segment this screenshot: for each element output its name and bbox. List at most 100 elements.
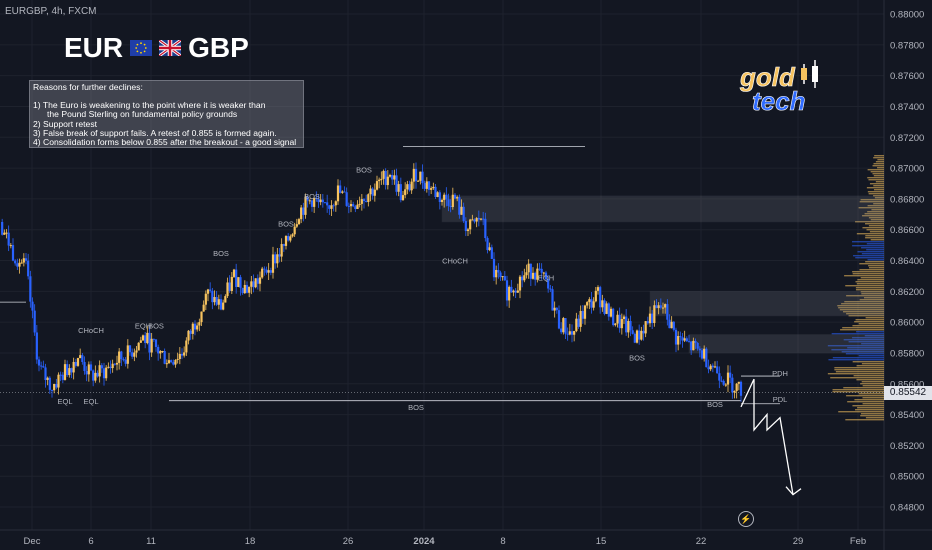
candle-body	[209, 289, 212, 291]
candle-body	[349, 204, 353, 207]
candle-body	[562, 318, 565, 333]
candle-body	[531, 272, 535, 279]
candle-body	[111, 363, 114, 369]
candle-body	[423, 183, 426, 189]
y-tick-label: 0.87400	[890, 102, 924, 113]
candle-body	[243, 284, 246, 294]
candle-body	[579, 310, 582, 327]
candle-body	[657, 305, 660, 309]
candle-body	[250, 281, 253, 287]
candle-body	[300, 207, 303, 220]
candle-body	[319, 199, 322, 203]
volume-bar	[862, 397, 884, 399]
candle-body	[144, 335, 147, 344]
candle-body	[456, 197, 459, 199]
candle-body	[399, 184, 402, 201]
volume-bar	[870, 171, 884, 173]
candle-body	[358, 203, 361, 205]
volume-bar	[877, 159, 884, 161]
volume-bar	[852, 245, 884, 247]
volume-bar	[877, 167, 884, 169]
candle-body	[475, 217, 478, 222]
volume-bar	[866, 249, 884, 251]
candle-body	[343, 191, 346, 193]
candle-body	[464, 220, 467, 232]
candle-body	[287, 236, 290, 241]
volume-bar	[860, 383, 884, 385]
candle-body	[148, 332, 151, 353]
candle-body	[321, 199, 324, 203]
candle-body	[189, 330, 192, 334]
candle-body	[35, 332, 38, 360]
volume-bar	[861, 247, 884, 249]
volume-bar	[852, 337, 884, 339]
candle-body	[375, 181, 379, 190]
candle-body	[323, 202, 327, 204]
candle-body	[228, 282, 231, 291]
volume-bar	[861, 381, 884, 383]
candle-body	[187, 330, 190, 341]
candle-body	[1, 221, 4, 235]
grid	[0, 0, 884, 530]
annotation-label: BOS	[356, 166, 372, 175]
candle-body	[451, 194, 454, 208]
candle-body	[59, 374, 62, 376]
candle-body	[709, 365, 712, 370]
volume-bar	[861, 293, 884, 295]
candle-body	[24, 258, 28, 261]
candle-body	[40, 365, 43, 367]
volume-bar	[862, 227, 884, 229]
candle-body	[427, 181, 431, 190]
candle-body	[542, 272, 545, 274]
volume-bar	[845, 285, 884, 287]
volume-bar	[875, 161, 884, 163]
volume-bar	[845, 419, 884, 421]
volume-bar	[873, 185, 884, 187]
x-tick-label: 26	[343, 536, 354, 547]
order-block-zone	[649, 291, 885, 317]
candle-body	[232, 269, 236, 277]
candle-body	[700, 350, 704, 359]
candle-body	[206, 289, 210, 294]
volume-bar	[856, 233, 884, 235]
candle-body	[414, 168, 418, 182]
candle-body	[425, 181, 428, 189]
candle-body	[674, 329, 678, 345]
lightning-icon[interactable]: ⚡	[738, 511, 754, 527]
candle-body	[122, 359, 125, 361]
candle-body	[622, 316, 626, 319]
candle-body	[510, 286, 513, 293]
volume-bar	[846, 313, 884, 315]
y-tick-label: 0.85000	[890, 472, 924, 483]
candle-body	[139, 340, 142, 343]
candle-body	[726, 372, 730, 385]
volume-bar	[827, 345, 884, 347]
candle-body	[525, 272, 528, 276]
notes-box: Reasons for further declines: 1) The Eur…	[29, 80, 304, 148]
volume-bar	[859, 299, 884, 301]
volume-bar	[874, 155, 884, 157]
candle-body	[724, 384, 727, 386]
candle-body	[568, 331, 571, 335]
candle-body	[9, 245, 12, 247]
candle-body	[297, 219, 301, 225]
volume-bar	[828, 359, 884, 361]
candle-body	[72, 361, 75, 373]
volume-bar	[860, 277, 884, 279]
candle-body	[638, 330, 641, 340]
candle-body	[183, 352, 186, 356]
volume-bar	[867, 211, 884, 213]
y-tick-label: 0.85800	[890, 348, 924, 359]
candle-body	[239, 277, 242, 288]
candle-body	[341, 191, 344, 193]
candle-body	[629, 321, 632, 331]
volume-bar	[834, 369, 884, 371]
base-currency: EUR	[64, 32, 124, 63]
candle-body	[14, 260, 17, 264]
volume-bar	[861, 253, 884, 255]
volume-bar	[867, 169, 884, 171]
candle-body	[696, 342, 699, 349]
candle-body	[107, 366, 110, 368]
annotation-label: CHoCH	[442, 257, 468, 266]
